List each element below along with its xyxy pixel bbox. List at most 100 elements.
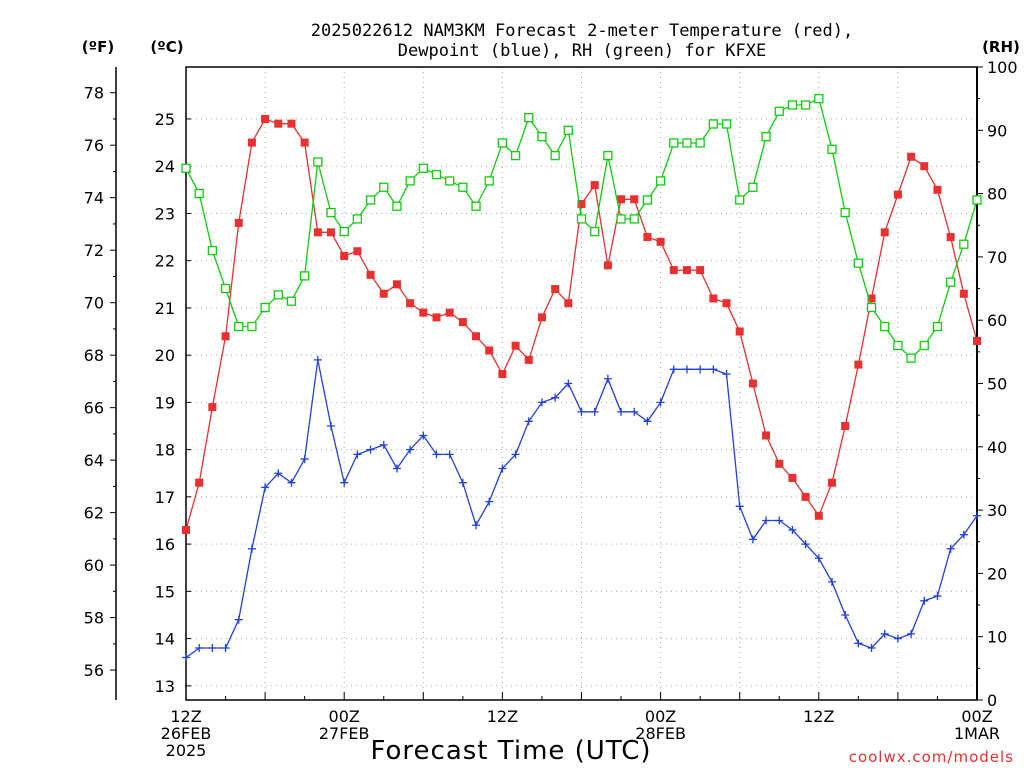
temperature-point	[445, 308, 454, 317]
dewpoint-point	[195, 644, 204, 653]
rh-point	[365, 195, 376, 205]
rh-point	[945, 277, 956, 287]
fahrenheit-tick-label: 58	[84, 609, 104, 628]
dewpoint-point	[933, 592, 942, 601]
rh-point	[537, 131, 547, 142]
dewpoint-point	[630, 407, 639, 416]
temperature-point	[827, 478, 836, 487]
rh-point	[972, 195, 982, 205]
temperature-point	[907, 152, 916, 161]
dewpoint-point	[709, 365, 718, 374]
celsius-tick-label: 25	[155, 110, 175, 129]
dewpoint-point	[907, 629, 916, 638]
dewpoint-point	[920, 596, 929, 605]
temperature-point	[854, 360, 863, 369]
gridlines	[186, 67, 977, 700]
dewpoint-point	[880, 629, 889, 638]
celsius-tick-label: 14	[155, 630, 175, 649]
temperature-point	[959, 289, 968, 298]
celsius-tick-label: 24	[155, 157, 175, 176]
temperature-point	[524, 355, 533, 364]
rh-point	[207, 245, 218, 256]
dewpoint-point	[353, 450, 362, 459]
dewpoint-point	[472, 521, 481, 530]
dewpoint-point	[893, 634, 902, 643]
dewpoint-point	[445, 450, 454, 459]
dewpoint-point	[551, 393, 560, 402]
celsius-tick-label: 21	[155, 299, 175, 318]
chart-title-line-2: Dewpoint (blue), RH (green) for KFXE	[398, 41, 766, 61]
celsius-tick-label: 15	[155, 582, 175, 601]
dewpoint-point	[247, 544, 256, 553]
rh-tick-label: 50	[987, 375, 1007, 394]
temperature-point	[234, 218, 243, 227]
temperature-point	[841, 422, 850, 431]
dewpoint-point	[261, 483, 270, 492]
fahrenheit-tick-label: 76	[84, 136, 104, 155]
rh-point	[497, 138, 508, 148]
rh-point	[379, 182, 389, 192]
temperature-point	[880, 228, 889, 237]
rh-point	[484, 176, 494, 186]
dewpoint-point	[564, 379, 573, 388]
rh-point	[273, 290, 283, 300]
unit-fahrenheit-label: (ºF)	[82, 38, 114, 56]
rh-point	[220, 283, 231, 294]
rh-point	[682, 138, 692, 148]
rh-point	[774, 106, 784, 116]
rh-tick-label: 20	[987, 564, 1007, 583]
rh-tick-label: 60	[987, 311, 1007, 330]
temperature-point	[709, 294, 718, 303]
dewpoint-point	[788, 525, 797, 534]
temperature-point	[537, 313, 546, 322]
rh-tick-label: 80	[987, 185, 1007, 204]
temperature-point	[379, 289, 388, 298]
rh-point	[787, 100, 798, 110]
dewpoint-point	[801, 540, 810, 549]
temperature-point	[472, 332, 481, 341]
rh-point	[299, 271, 310, 281]
temperature-point	[656, 237, 665, 246]
dewpoint-point	[379, 440, 388, 449]
x-tick-label: 12Z	[487, 707, 518, 726]
fahrenheit-tick-label: 72	[84, 241, 104, 260]
temperature-point	[313, 228, 322, 237]
rh-point	[524, 112, 534, 123]
rh-point	[471, 201, 481, 211]
temperature-point	[801, 492, 810, 501]
rh-point	[642, 195, 653, 205]
temperature-point	[682, 266, 691, 275]
temperature-point	[933, 185, 942, 194]
celsius-tick-label: 22	[155, 252, 175, 271]
rh-point	[313, 157, 323, 167]
rh-point	[655, 176, 666, 186]
dewpoint-point	[722, 370, 731, 379]
dewpoint-point	[696, 365, 705, 374]
temperature-point	[458, 318, 467, 327]
fahrenheit-tick-label: 66	[84, 399, 104, 418]
temperature-point	[867, 294, 876, 303]
temperature-point	[485, 346, 494, 355]
temperature-point	[630, 195, 639, 204]
fahrenheit-tick-label: 68	[84, 346, 104, 365]
rh-point	[761, 131, 771, 142]
dewpoint-point	[973, 511, 981, 520]
unit-celsius-label: (ºC)	[150, 38, 183, 56]
rh-tick-label: 30	[987, 501, 1007, 520]
x-tick-label: 2025	[166, 741, 207, 760]
dewpoint-point	[406, 445, 415, 454]
dewpoint-point	[867, 644, 876, 653]
rh-point	[431, 169, 442, 180]
dewpoint-point	[392, 464, 401, 473]
temperature-point	[577, 199, 586, 208]
temperature-point	[340, 251, 349, 260]
temperature-markers	[182, 114, 981, 534]
rh-point	[510, 150, 521, 161]
x-tick-label: 00Z	[645, 707, 676, 726]
rh-point	[629, 214, 639, 224]
rh-point	[721, 119, 732, 129]
fahrenheit-tick-label: 60	[84, 556, 104, 575]
temperature-point	[762, 431, 771, 440]
rh-point	[669, 138, 679, 148]
